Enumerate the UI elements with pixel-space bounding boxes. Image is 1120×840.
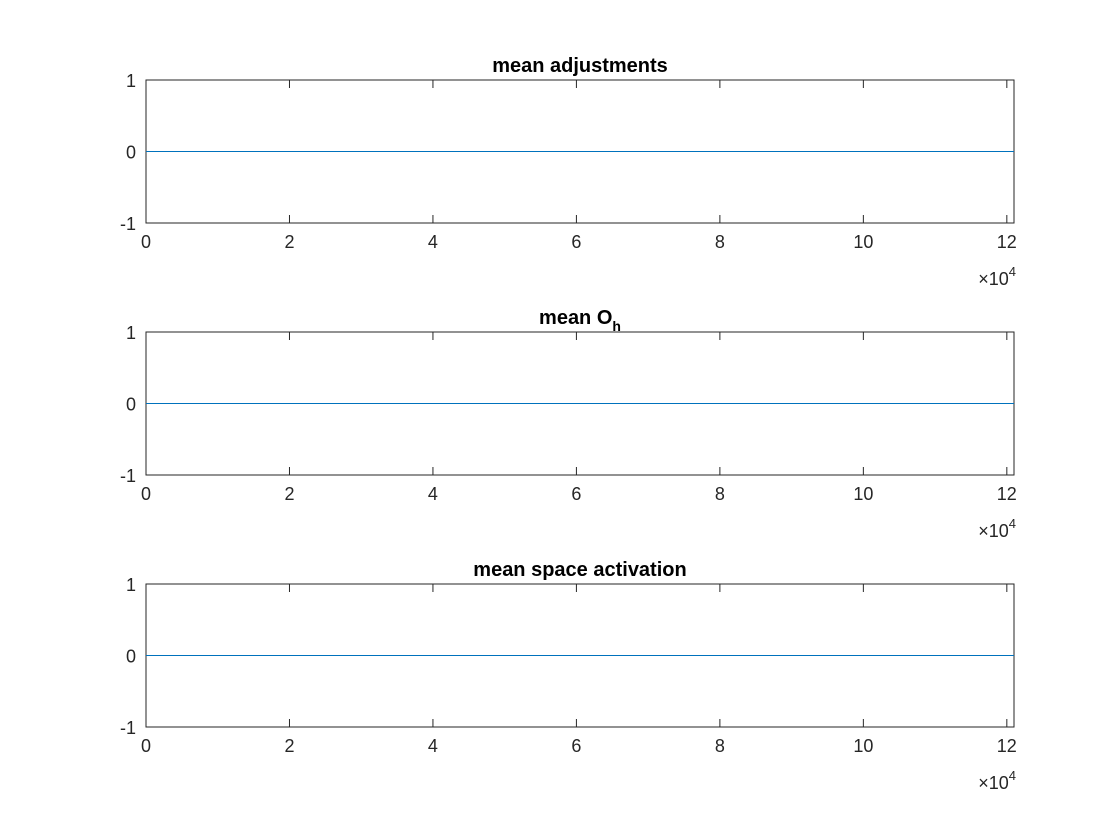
x-tick-label: 0 bbox=[141, 736, 151, 756]
y-tick-label: 1 bbox=[126, 323, 136, 343]
x-axis-multiplier: ×104 bbox=[978, 768, 1016, 793]
x-tick-label: 10 bbox=[853, 736, 873, 756]
x-tick-label: 10 bbox=[853, 484, 873, 504]
x-axis-multiplier-base: ×10 bbox=[978, 521, 1009, 541]
x-tick-label: 2 bbox=[284, 484, 294, 504]
chart-title: mean space activation bbox=[473, 559, 686, 581]
chart-title-text: mean space activation bbox=[473, 559, 686, 581]
chart-title: mean Oh bbox=[539, 307, 621, 334]
x-axis-multiplier-exponent: 4 bbox=[1009, 768, 1016, 783]
chart-title-subscript: h bbox=[612, 318, 621, 334]
chart-title-text: mean O bbox=[539, 307, 612, 329]
x-tick-label: 2 bbox=[284, 736, 294, 756]
chart-title-text: mean adjustments bbox=[492, 55, 668, 77]
x-tick-label: 6 bbox=[571, 232, 581, 252]
x-tick-label: 12 bbox=[997, 736, 1017, 756]
x-tick-label: 4 bbox=[428, 232, 438, 252]
x-tick-label: 8 bbox=[715, 484, 725, 504]
x-axis-multiplier-base: ×10 bbox=[978, 773, 1009, 793]
chart-title: mean adjustments bbox=[492, 55, 668, 77]
y-tick-label: 0 bbox=[126, 395, 136, 415]
y-tick-label: 0 bbox=[126, 143, 136, 163]
x-tick-label: 8 bbox=[715, 232, 725, 252]
x-tick-label: 4 bbox=[428, 484, 438, 504]
x-tick-label: 2 bbox=[284, 232, 294, 252]
x-axis-multiplier: ×104 bbox=[978, 516, 1016, 541]
subplot-2: mean Oh0 2 4 6 8 10 12-101×104 bbox=[120, 307, 1017, 541]
y-tick-label: -1 bbox=[120, 214, 136, 234]
y-tick-label: 0 bbox=[126, 647, 136, 667]
x-axis-multiplier-exponent: 4 bbox=[1009, 516, 1016, 531]
x-axis-multiplier: ×104 bbox=[978, 264, 1016, 289]
y-tick-label: 1 bbox=[126, 575, 136, 595]
x-tick-label: 6 bbox=[571, 736, 581, 756]
y-tick-label: 1 bbox=[126, 71, 136, 91]
y-tick-label: -1 bbox=[120, 466, 136, 486]
x-tick-label: 10 bbox=[853, 232, 873, 252]
x-tick-label: 8 bbox=[715, 736, 725, 756]
x-tick-label: 0 bbox=[141, 484, 151, 504]
x-tick-label: 12 bbox=[997, 232, 1017, 252]
y-tick-label: -1 bbox=[120, 718, 136, 738]
x-tick-label: 6 bbox=[571, 484, 581, 504]
x-tick-label: 0 bbox=[141, 232, 151, 252]
x-tick-label: 4 bbox=[428, 736, 438, 756]
x-axis-multiplier-base: ×10 bbox=[978, 269, 1009, 289]
x-tick-label: 12 bbox=[997, 484, 1017, 504]
x-axis-multiplier-exponent: 4 bbox=[1009, 264, 1016, 279]
